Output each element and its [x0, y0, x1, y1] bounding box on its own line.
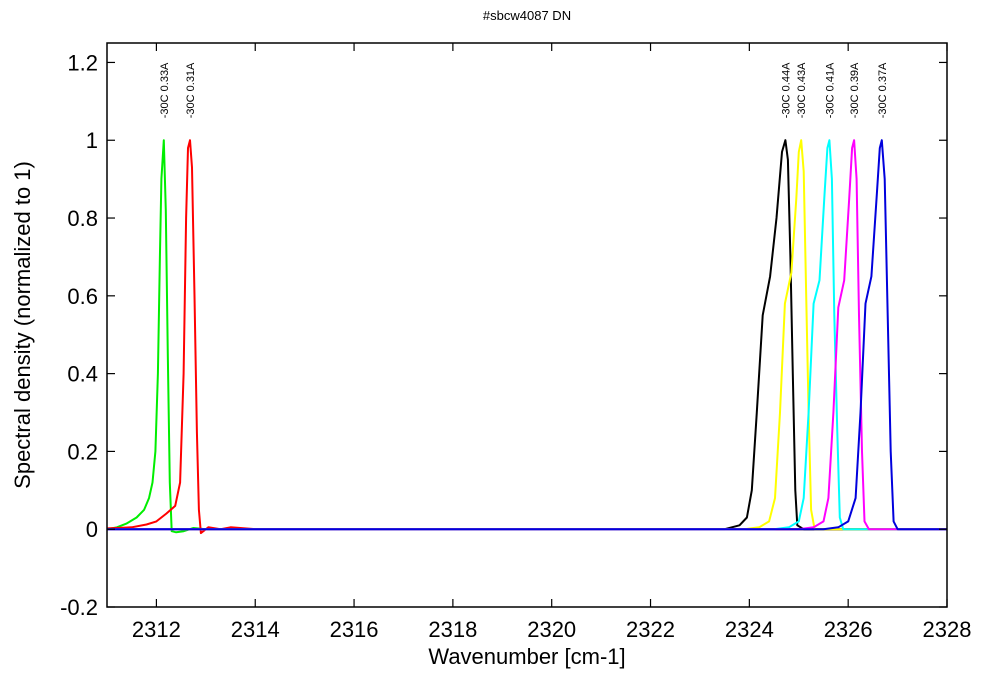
peak-label: -30C 0.31A	[185, 62, 197, 118]
x-tick-label: 2326	[824, 617, 873, 642]
series-line	[107, 139, 947, 531]
y-tick-label: 0	[86, 517, 98, 542]
y-tick-label: -0.2	[60, 595, 98, 620]
x-tick-label: 2320	[527, 617, 576, 642]
y-tick-label: 1.2	[67, 50, 98, 75]
y-tick-label: 0.4	[67, 362, 98, 387]
x-axis: 2312 2314 2316 2318 2320 2322 2324 2326 2328	[132, 43, 972, 642]
series-layer	[106, 139, 947, 535]
x-tick-label: 2322	[626, 617, 675, 642]
peak-label: -30C 0.33A	[159, 62, 171, 118]
y-axis: -0.2 0 0.2 0.4 0.6 0.8 1 1.2	[60, 50, 947, 620]
series-line	[107, 139, 947, 531]
y-tick-label: 1	[86, 128, 98, 153]
x-tick-label: 2316	[330, 617, 379, 642]
x-tick-label: 2318	[428, 617, 477, 642]
peak-label: -30C 0.44A	[780, 62, 792, 118]
x-tick-label: 2324	[725, 617, 774, 642]
peak-label: -30C 0.39A	[849, 62, 861, 118]
peak-label: -30C 0.43A	[796, 62, 808, 118]
plot-frame	[106, 42, 948, 608]
peak-label-layer: -30C 0.33A -30C 0.31A -30C 0.44A -30C 0.43A…	[159, 62, 889, 118]
peak-label: -30C 0.37A	[877, 62, 889, 118]
x-axis-title: Wavenumber [cm-1]	[428, 644, 625, 669]
x-tick-label: 2312	[132, 617, 181, 642]
x-tick-label: 2328	[923, 617, 972, 642]
series-line	[107, 139, 947, 531]
series-line	[107, 139, 947, 531]
chart-title: #sbcw4087 DN	[483, 8, 571, 23]
y-tick-label: 0.6	[67, 284, 98, 309]
series-line	[106, 139, 947, 534]
y-axis-title: Spectral density (normalized to 1)	[10, 161, 35, 489]
y-tick-label: 0.2	[67, 439, 98, 464]
series-line	[106, 139, 947, 535]
x-tick-label: 2314	[231, 617, 280, 642]
series-line	[107, 139, 947, 531]
y-tick-label: 0.8	[67, 206, 98, 231]
peak-label: -30C 0.41A	[824, 62, 836, 118]
